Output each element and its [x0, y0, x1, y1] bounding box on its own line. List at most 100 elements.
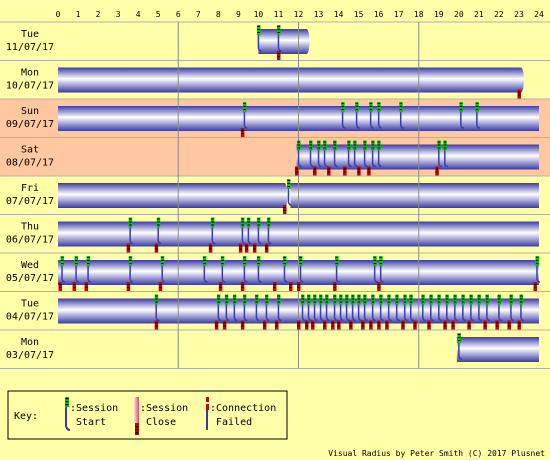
session-close-marker: [333, 282, 337, 291]
close-flag-stripe: [377, 284, 381, 285]
row-day-label: Tue: [21, 29, 39, 40]
close-flag-stripe: [333, 284, 337, 285]
session-start-marker: [437, 294, 442, 322]
session-close-marker: [240, 128, 245, 137]
start-flag-stripe: [257, 263, 260, 264]
start-flag-stripe: [357, 295, 361, 297]
close-flag-stripe: [427, 322, 431, 324]
session-start-marker: [256, 217, 262, 245]
session-start-marker: [128, 217, 134, 245]
close-flag-stripe: [517, 322, 521, 324]
session-close-marker: [343, 166, 347, 176]
start-flag-stripe: [277, 32, 280, 33]
close-flag-stripe: [265, 248, 268, 250]
start-flag-stripe: [299, 263, 303, 264]
start-flag-stripe: [355, 103, 359, 104]
start-flag-stripe: [363, 147, 367, 149]
x-tick-label: 16: [374, 10, 384, 19]
close-flag-stripe: [239, 245, 242, 247]
x-tick-label: 21: [474, 10, 484, 19]
close-flag: [427, 320, 431, 330]
start-tail: [243, 304, 248, 322]
close-flag-stripe: [215, 322, 218, 324]
start-flag-stripe: [453, 295, 457, 297]
session-bar: [258, 29, 307, 54]
x-tick-label: 7: [196, 10, 201, 19]
start-flag-stripe: [267, 224, 270, 226]
x-tick-label: 6: [176, 10, 181, 19]
start-flag-stripe: [363, 295, 367, 297]
session-bar: [58, 67, 521, 93]
close-flag-stripe: [377, 287, 381, 288]
key-box: Key: :Session Start :Session Close :Conn…: [7, 390, 288, 440]
start-tail: [430, 304, 434, 322]
x-tick-label: 11: [274, 10, 284, 19]
close-flag: [244, 243, 249, 253]
close-flag-stripe: [241, 130, 244, 131]
start-flag-stripe: [519, 301, 523, 303]
start-tail: [363, 150, 368, 168]
start-flag-stripe: [347, 144, 351, 146]
start-flag-stripe: [379, 301, 383, 303]
start-flag-stripe: [457, 334, 461, 335]
start-flag-stripe: [351, 295, 355, 297]
start-tail: [319, 304, 324, 322]
close-flag-stripe: [295, 171, 298, 173]
start-flag-stripe: [371, 144, 375, 146]
start-tail: [347, 150, 352, 168]
start-flag-stripe: [339, 301, 343, 303]
start-flag-stripe: [129, 218, 132, 220]
start-flag-stripe: [61, 260, 64, 261]
close-flag: [274, 320, 279, 330]
session-start-marker: [232, 294, 238, 322]
start-flag-stripe: [161, 257, 164, 258]
session-close-marker: [218, 282, 223, 291]
x-tick-label: 3: [116, 10, 121, 19]
start-flag-stripe: [509, 298, 513, 300]
close-flag-stripe: [295, 168, 298, 170]
session-start-marker: [377, 102, 382, 129]
start-flag-stripe: [485, 295, 489, 297]
hour-gridlines: [177, 22, 420, 369]
x-axis-ticks: 0 1 2 3 4 5 6 7 8 9 10 11 12 13 14 15 16 17 18 19 20 21 22 23 24: [56, 10, 544, 19]
session-start-marker: [373, 256, 378, 283]
close-flag: [305, 320, 309, 330]
close-flag-stripe: [219, 284, 222, 285]
close-flag-stripe: [483, 322, 487, 324]
start-flag-stripe: [257, 260, 260, 261]
start-flag-stripe: [459, 109, 463, 110]
close-flag-stripe: [159, 284, 162, 285]
start-flag-stripe: [461, 295, 465, 297]
session-close-marker: [311, 320, 315, 330]
x-tick-label: 9: [236, 10, 241, 19]
session-close-marker: [294, 166, 299, 176]
session-start-marker: [60, 256, 66, 283]
close-flag-stripe: [277, 53, 280, 54]
row-day-label: Thu: [21, 222, 39, 233]
session-start-marker: [357, 294, 362, 322]
start-flag-stripe: [497, 301, 501, 303]
start-flag-stripe: [211, 224, 214, 226]
start-tail: [307, 304, 312, 322]
session-marks: [58, 25, 541, 360]
session-close-marker: [357, 166, 361, 176]
close-flag-stripe: [273, 287, 276, 288]
start-tail: [211, 227, 216, 245]
key-fail-label-1: :Connection: [210, 403, 276, 414]
start-flag-stripe: [233, 298, 236, 300]
start-flag-stripe: [377, 147, 381, 149]
session-start-marker: [224, 294, 230, 322]
session-start-marker: [128, 256, 134, 283]
close-flag-stripe: [517, 91, 521, 93]
session-close-marker: [331, 320, 335, 330]
close-flag: [154, 243, 159, 253]
start-tail: [373, 266, 378, 283]
start-tail: [323, 150, 328, 168]
close-flag: [297, 320, 301, 330]
close-flag-stripe: [367, 171, 371, 173]
close-flag: [377, 320, 381, 330]
start-tail: [341, 112, 346, 129]
start-flag-stripe: [369, 106, 373, 107]
close-flag-stripe: [533, 284, 537, 285]
start-flag-stripe: [257, 221, 260, 223]
